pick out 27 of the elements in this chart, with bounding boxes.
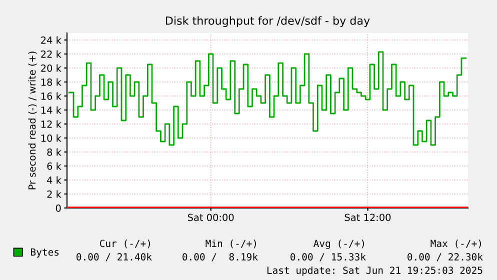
y-tick-label: 0: [56, 204, 61, 212]
y-tick-label: 14 k: [41, 106, 62, 114]
y-tick-label: 24 k: [41, 36, 62, 44]
text: 0.00 / 8.19k: [182, 253, 258, 262]
y-tick-label: 6 k: [47, 162, 62, 170]
y-tick-label: 16 k: [41, 92, 62, 100]
text: Avg (-/+): [314, 240, 364, 250]
text: Max (-/+): [430, 240, 481, 248]
text: 0.00 / 22.30k: [408, 253, 483, 262]
y-tick-label: 8 k: [47, 148, 62, 156]
chart-title: Disk throughput for /dev/sdf - by day: [166, 16, 370, 27]
text: Min (-/+): [206, 240, 256, 248]
y-tick-label: 4 k: [47, 176, 62, 184]
legend-label: Bytes: [31, 248, 59, 258]
text: Cur (-/+): [100, 240, 150, 248]
y-tick-label: 20 k: [41, 64, 62, 72]
y-tick-label: 10 k: [41, 134, 62, 142]
y-axis-title: Pr second read (-) / write (+): [28, 52, 37, 190]
text: 0.00 / 21.40k: [76, 253, 152, 262]
text: Last update: Sat Jun 21 19:25:03 2025: [267, 266, 482, 276]
y-tick-label: 2 k: [47, 190, 62, 198]
x-tick-label: Sat 12:00: [344, 214, 391, 222]
text: 0.00 / 15.33k: [290, 253, 366, 262]
y-tick-label: 22 k: [41, 50, 62, 58]
x-tick-label: Sat 00:00: [188, 214, 234, 222]
y-tick-label: 18 k: [41, 78, 62, 86]
y-tick-label: 12 k: [41, 120, 62, 128]
